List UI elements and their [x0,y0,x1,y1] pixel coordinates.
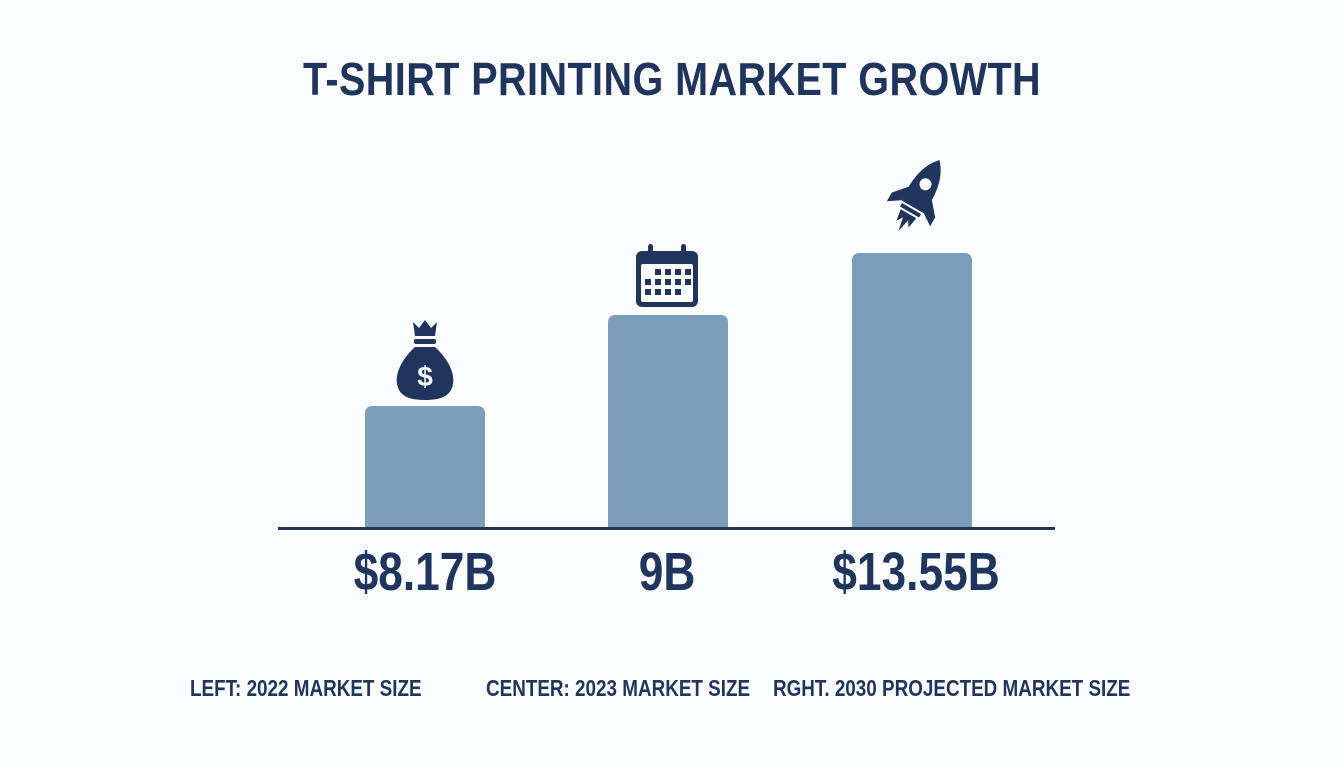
bar-2022 [365,406,485,528]
caption-left: LEFT: 2022 MARKET SIZE [190,675,422,701]
bar-2030 [852,253,972,528]
bar-2023 [608,315,728,528]
calendar-icon [634,243,700,309]
caption-right: RGHT. 2030 PROJECTED MARKET SIZE [773,675,1131,701]
svg-text:$: $ [417,361,433,392]
value-label-2022: $8.17B [353,542,497,602]
money-bag-icon: $ [395,318,455,402]
rocket-icon [884,152,950,246]
x-axis-baseline [278,527,1055,530]
chart-title: T-SHIRT PRINTING MARKET GROWTH [302,53,1042,105]
caption-center: CENTER: 2023 MARKET SIZE [486,675,751,701]
value-label-2030: $13.55B [832,542,1000,602]
value-label-2023: 9B [638,542,696,602]
